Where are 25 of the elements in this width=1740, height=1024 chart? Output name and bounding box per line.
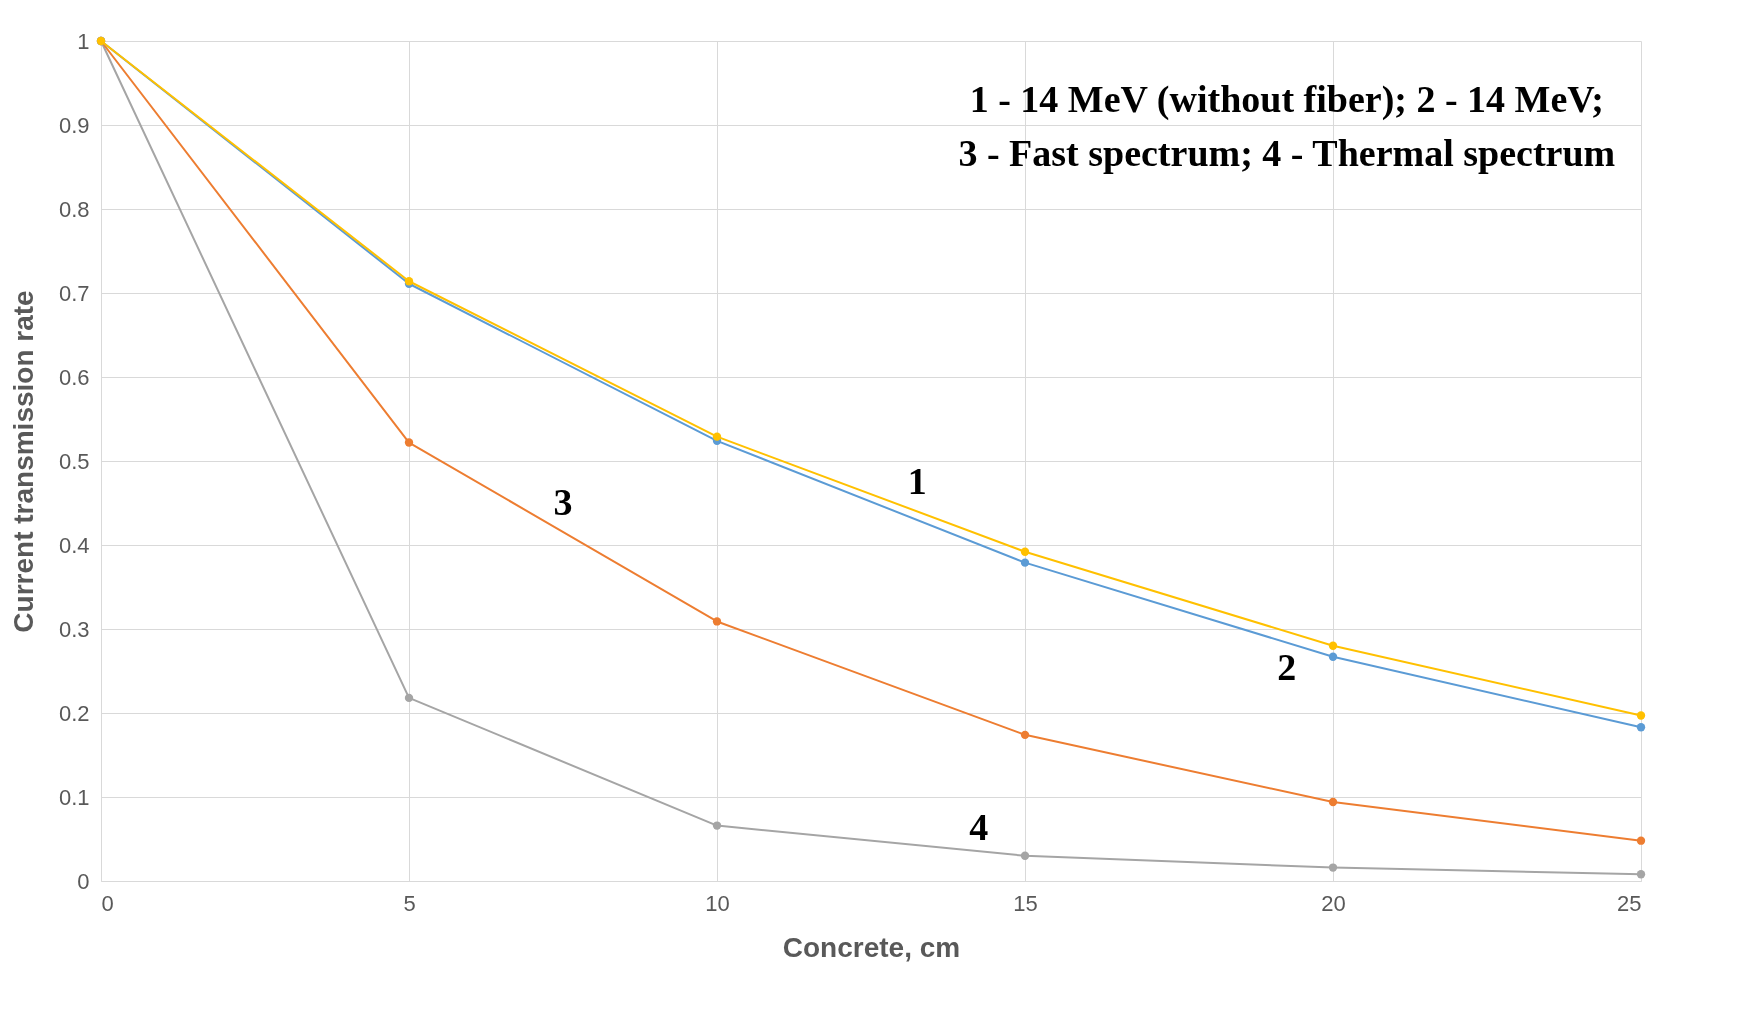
y-tick-label: 0.1 xyxy=(58,784,90,810)
y-tick-label: 0.5 xyxy=(58,448,90,474)
x-tick-label: 10 xyxy=(705,890,730,916)
series-label: 3 xyxy=(553,480,573,523)
x-tick-label: 5 xyxy=(403,890,416,916)
series-label: 2 xyxy=(1277,645,1297,688)
y-axis-title: Current transmission rate xyxy=(7,290,39,633)
x-tick-label: 25 xyxy=(1617,890,1642,916)
y-tick-label: 0.2 xyxy=(58,700,90,726)
y-tick-label: 0.4 xyxy=(58,532,90,558)
annotation: 1 - 14 MeV (without fiber); 2 - 14 MeV; xyxy=(969,78,1604,121)
y-tick-label: 0.7 xyxy=(58,280,90,306)
annotation: 3 - Fast spectrum; 4 - Thermal spectrum xyxy=(958,132,1616,174)
x-axis-title: Concrete, cm xyxy=(782,931,961,963)
x-tick-label: 0 xyxy=(101,890,114,916)
series-label: 1 xyxy=(907,460,927,503)
x-tick-label: 15 xyxy=(1013,890,1038,916)
y-tick-label: 0.9 xyxy=(58,112,90,138)
y-tick-label: 1 xyxy=(77,28,90,54)
y-tick-label: 0.8 xyxy=(58,196,90,222)
y-tick-label: 0 xyxy=(77,868,90,894)
y-tick-label: 0.6 xyxy=(58,364,90,390)
series-label: 4 xyxy=(969,806,989,849)
x-tick-label: 20 xyxy=(1321,890,1346,916)
y-tick-label: 0.3 xyxy=(58,616,90,642)
